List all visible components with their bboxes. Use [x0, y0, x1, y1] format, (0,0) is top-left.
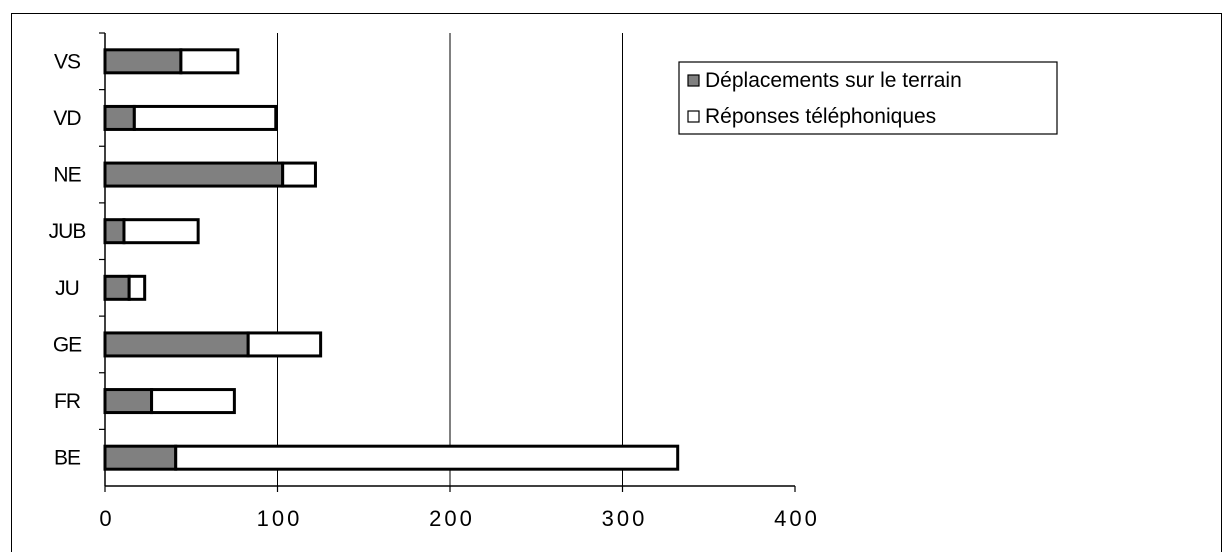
bar-vd-series-1: [132, 104, 278, 131]
bar-ge-series-0: [103, 331, 250, 358]
bar-vd-series-0: [103, 104, 136, 131]
x-tick-label: 100: [257, 506, 303, 531]
legend-label-phone-answers: Réponses téléphoniques: [705, 105, 936, 128]
bar-fr-series-1: [150, 388, 236, 415]
bar-ju-series-1: [127, 274, 147, 301]
bar-ne-series-1: [281, 161, 317, 188]
y-category-label: JU: [55, 277, 79, 300]
legend-label-field-trips: Déplacements sur le terrain: [705, 69, 962, 92]
bars: [103, 48, 680, 471]
bar-be-series-1: [174, 444, 680, 471]
bar-vs-series-0: [103, 48, 183, 75]
y-category-label: NE: [53, 164, 81, 187]
bar-fr-series-0: [103, 388, 154, 415]
legend: Déplacements sur le terrain Réponses tél…: [678, 61, 1058, 135]
labels: 0 100 200 300 400 VS VD NE JUB JU GE FR BE: [49, 32, 820, 531]
y-category-label: VS: [54, 50, 81, 73]
gridlines: [277, 33, 623, 486]
x-tick-label: 400: [774, 506, 820, 531]
y-category-label: FR: [54, 390, 81, 413]
bar-jub-series-0: [103, 218, 126, 245]
x-tick-label: 300: [602, 506, 648, 531]
bar-ju-series-0: [103, 274, 131, 301]
legend-swatch-field-trips: [687, 74, 700, 87]
y-category-label: VD: [53, 107, 81, 130]
legend-box: [678, 61, 1058, 135]
bar-jub-series-1: [122, 218, 200, 245]
legend-swatch-phone-answers: [687, 110, 700, 123]
bar-vs-series-1: [179, 48, 240, 75]
bar-ge-series-1: [246, 331, 323, 358]
bar-ne-series-0: [103, 161, 285, 188]
y-category-label: GE: [53, 333, 82, 356]
x-tick-label: 200: [429, 506, 475, 531]
y-category-label: BE: [54, 447, 81, 470]
bar-be-series-0: [103, 444, 178, 471]
x-tick-label: 0: [99, 506, 114, 531]
y-category-label: JUB: [49, 220, 86, 243]
